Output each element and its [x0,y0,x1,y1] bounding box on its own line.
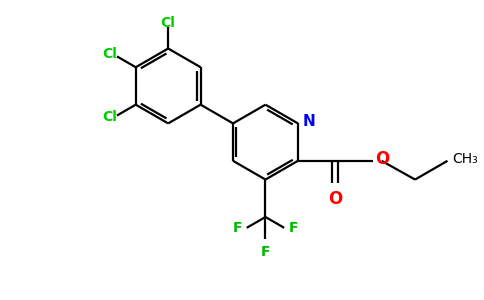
Text: O: O [375,150,389,168]
Text: F: F [261,244,270,259]
Text: F: F [232,221,242,235]
Text: Cl: Cl [103,110,118,124]
Text: CH₃: CH₃ [453,152,478,166]
Text: F: F [289,221,299,235]
Text: Cl: Cl [103,47,118,61]
Text: O: O [328,190,343,208]
Text: Cl: Cl [161,16,176,30]
Text: N: N [303,114,316,129]
